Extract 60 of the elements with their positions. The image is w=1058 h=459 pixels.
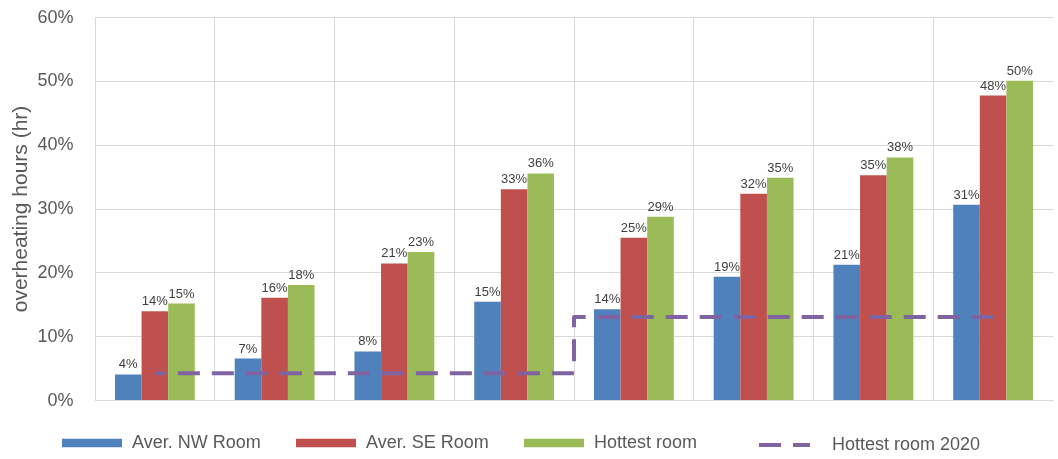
bar — [114, 374, 142, 400]
bar — [261, 297, 288, 400]
data-label: 33% — [501, 171, 528, 187]
data-label: 16% — [261, 279, 289, 295]
bar — [407, 251, 435, 400]
data-label: 36% — [527, 155, 555, 171]
bar — [381, 263, 408, 400]
bar — [474, 301, 501, 400]
y-tick-label: 20% — [37, 261, 74, 282]
data-label: 18% — [288, 267, 315, 283]
data-label: 15% — [474, 283, 501, 299]
data-label: 31% — [953, 186, 980, 202]
data-label: 15% — [168, 285, 195, 301]
data-label: 35% — [860, 157, 887, 173]
y-tick-label: 30% — [37, 198, 74, 218]
bar — [287, 285, 315, 400]
bar — [354, 351, 382, 400]
data-label: 14% — [594, 291, 621, 307]
bar — [860, 175, 887, 400]
bar — [593, 309, 621, 400]
bar — [886, 157, 914, 400]
data-label: 7% — [238, 340, 258, 356]
data-label: 48% — [980, 77, 1007, 93]
bar — [141, 311, 169, 400]
bar — [647, 216, 674, 400]
data-label: 14% — [141, 293, 169, 309]
bar — [620, 237, 648, 400]
data-label: 21% — [381, 245, 408, 261]
data-label: 32% — [740, 175, 768, 191]
y-tick-label: 10% — [37, 325, 74, 346]
y-axis-title: overheating hours (hr) — [8, 105, 32, 313]
data-label: 8% — [358, 333, 378, 349]
data-label: 38% — [886, 139, 914, 155]
bar — [766, 177, 794, 400]
data-label: 21% — [833, 246, 861, 262]
bar — [500, 189, 528, 400]
bar — [833, 264, 861, 400]
bar — [713, 276, 741, 400]
legend-label: Aver. SE Room — [366, 432, 489, 452]
legend-label: Aver. NW Room — [132, 432, 261, 452]
bar — [234, 358, 262, 400]
data-label: 4% — [118, 356, 139, 372]
bar — [527, 173, 555, 400]
y-tick-label: 60% — [37, 6, 74, 27]
y-tick-label: 0% — [47, 389, 74, 410]
data-label: 23% — [407, 233, 435, 249]
legend-label: Hottest room 2020 — [832, 434, 981, 454]
data-label: 35% — [767, 159, 794, 175]
y-tick-label: 40% — [37, 134, 74, 155]
bar — [168, 303, 195, 400]
data-label: 25% — [620, 219, 648, 235]
bar — [1006, 80, 1034, 400]
data-label: 50% — [1006, 62, 1034, 78]
data-label: 19% — [714, 258, 741, 274]
y-tick-label: 50% — [37, 70, 74, 91]
bar — [979, 95, 1007, 400]
data-label: 29% — [647, 198, 674, 214]
bar — [953, 204, 980, 400]
legend-label: Hottest room — [594, 432, 698, 452]
bar — [740, 193, 767, 400]
